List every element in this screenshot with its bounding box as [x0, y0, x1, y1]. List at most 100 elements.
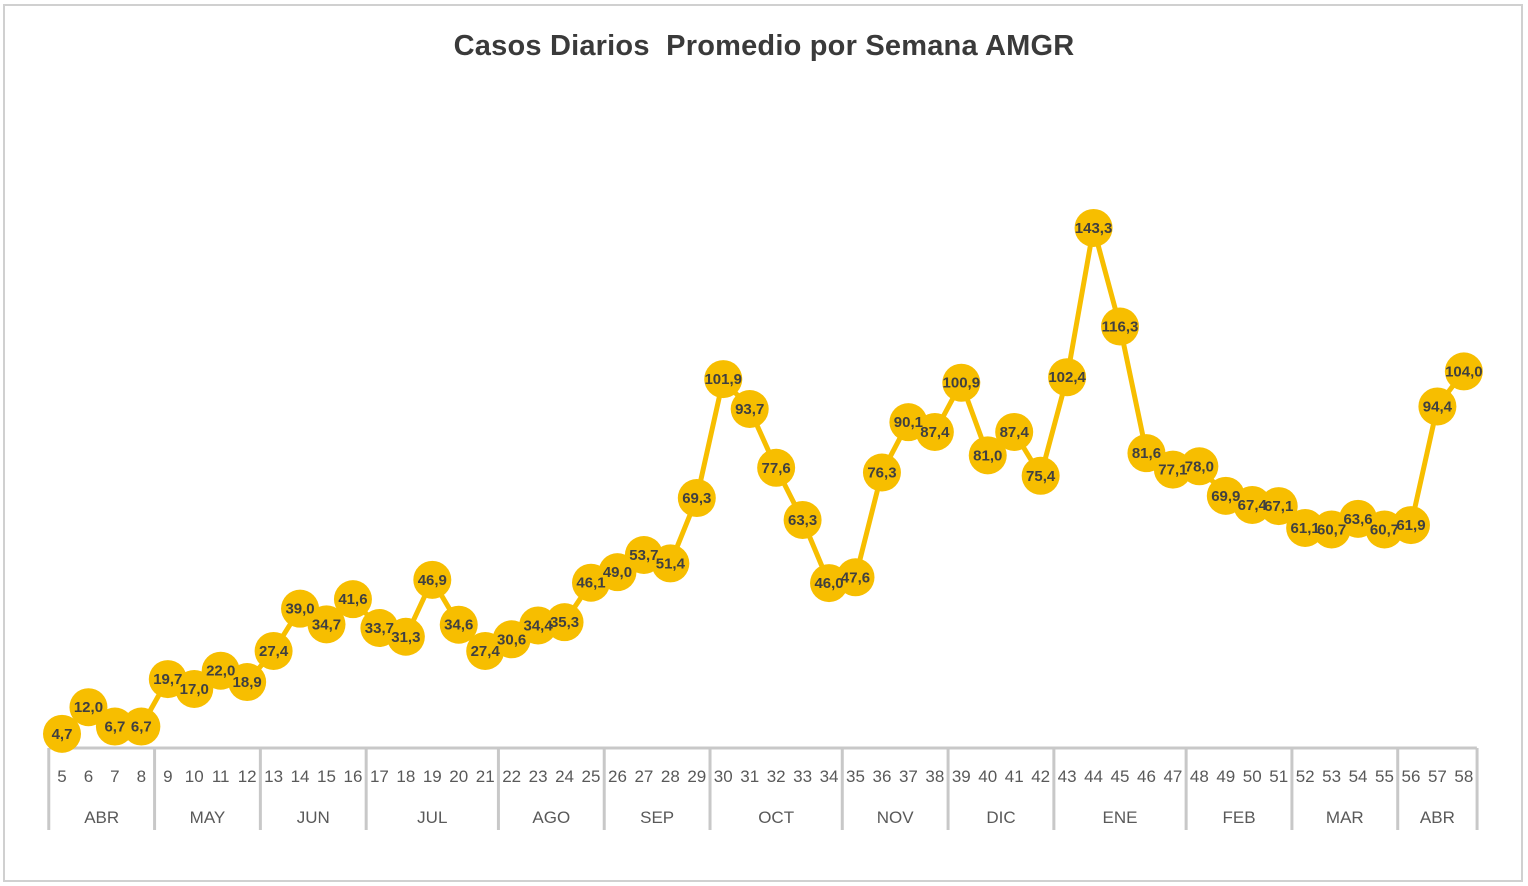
data-label: 22,0 — [206, 663, 235, 680]
data-label: 33,7 — [365, 620, 394, 637]
x-tick-label: 36 — [872, 767, 891, 786]
data-label: 18,9 — [233, 674, 262, 691]
x-tick-label: 28 — [661, 767, 680, 786]
month-label: ENE — [1103, 808, 1138, 827]
data-label: 78,0 — [1185, 458, 1214, 475]
data-point — [862, 453, 901, 492]
data-point — [122, 707, 161, 746]
data-label: 46,9 — [418, 572, 447, 589]
x-tick-label: 9 — [163, 767, 172, 786]
data-label: 102,4 — [1048, 369, 1086, 386]
data-point — [730, 389, 769, 428]
data-point — [1021, 456, 1060, 495]
data-label: 76,3 — [867, 465, 896, 482]
data-label: 41,6 — [338, 591, 367, 608]
data-label: 69,9 — [1211, 488, 1240, 505]
data-label: 61,1 — [1291, 520, 1320, 537]
x-tick-label: 52 — [1296, 767, 1315, 786]
x-tick-label: 31 — [740, 767, 759, 786]
data-label: 75,4 — [1026, 468, 1056, 485]
data-point — [307, 605, 346, 644]
data-label: 6,7 — [131, 719, 152, 736]
month-label: FEB — [1222, 808, 1255, 827]
data-label: 90,1 — [894, 414, 923, 431]
month-label: SEP — [640, 808, 674, 827]
month-label: AGO — [532, 808, 570, 827]
chart-title: Casos Diarios Promedio por Semana AMGR — [453, 30, 1075, 62]
data-label: 34,6 — [444, 617, 473, 634]
x-tick-label: 42 — [1031, 767, 1050, 786]
data-point — [1391, 506, 1430, 545]
x-tick-label: 34 — [820, 767, 839, 786]
data-point — [439, 605, 478, 644]
data-point — [95, 707, 134, 746]
x-tick-label: 26 — [608, 767, 627, 786]
data-label: 116,3 — [1102, 319, 1139, 336]
data-point — [413, 560, 452, 599]
month-label: NOV — [877, 808, 915, 827]
x-tick-label: 18 — [396, 767, 415, 786]
x-tick-label: 6 — [84, 767, 93, 786]
data-label: 53,7 — [629, 547, 658, 564]
data-label: 60,7 — [1370, 521, 1399, 538]
data-point — [757, 448, 796, 487]
data-label: 47,6 — [841, 569, 870, 586]
month-label: MAY — [190, 808, 226, 827]
data-label: 67,4 — [1238, 497, 1268, 514]
data-label: 46,1 — [576, 575, 605, 592]
data-label: 101,9 — [704, 371, 742, 388]
data-point — [1074, 208, 1113, 247]
x-tick-label: 15 — [317, 767, 336, 786]
x-tick-label: 33 — [793, 767, 812, 786]
month-label: ABR — [84, 808, 119, 827]
x-tick-label: 58 — [1454, 767, 1473, 786]
x-tick-label: 25 — [582, 767, 601, 786]
x-tick-label: 39 — [952, 767, 971, 786]
data-label: 6,7 — [104, 719, 125, 736]
x-tick-label: 10 — [185, 767, 204, 786]
x-tick-label: 56 — [1401, 767, 1420, 786]
data-label: 34,7 — [312, 616, 341, 633]
data-point — [386, 617, 425, 656]
x-tick-label: 27 — [634, 767, 653, 786]
data-point — [1444, 352, 1483, 391]
data-label: 31,3 — [391, 629, 420, 646]
x-tick-label: 40 — [978, 767, 997, 786]
x-tick-label: 12 — [238, 767, 257, 786]
data-label: 4,7 — [52, 726, 73, 743]
data-point — [1418, 387, 1457, 426]
x-tick-label: 5 — [57, 767, 66, 786]
data-point — [995, 412, 1034, 451]
x-tick-label: 8 — [137, 767, 146, 786]
data-label: 35,3 — [550, 614, 579, 631]
x-tick-label: 13 — [264, 767, 283, 786]
data-point — [333, 580, 372, 619]
x-tick-label: 48 — [1190, 767, 1209, 786]
x-tick-label: 30 — [714, 767, 733, 786]
data-labels: 4,712,06,7 6,719,717,022,018,927,439,034,… — [52, 220, 1483, 743]
data-label: 17,0 — [180, 681, 209, 698]
data-label: 143,3 — [1075, 220, 1113, 237]
data-point — [968, 436, 1007, 475]
x-tick-label: 50 — [1243, 767, 1262, 786]
x-tick-label: 44 — [1084, 767, 1103, 786]
data-label: 34,4 — [523, 617, 553, 634]
x-tick-label: 17 — [370, 767, 389, 786]
data-label: 87,4 — [1000, 424, 1030, 441]
x-tick-label: 24 — [555, 767, 574, 786]
data-point — [783, 500, 822, 539]
x-tick-label: 43 — [1058, 767, 1077, 786]
data-label: 27,4 — [259, 643, 289, 660]
month-label: OCT — [758, 808, 794, 827]
data-label: 67,1 — [1264, 498, 1293, 515]
data-point — [704, 360, 743, 399]
data-label: 49,0 — [603, 564, 632, 581]
x-tick-label: 57 — [1428, 767, 1447, 786]
x-tick-label: 47 — [1163, 767, 1182, 786]
data-point — [254, 631, 293, 670]
x-tick-label: 7 — [110, 767, 119, 786]
month-label: DIC — [986, 808, 1015, 827]
month-label: ABR — [1420, 808, 1455, 827]
data-point — [651, 544, 690, 583]
x-tick-label: 51 — [1269, 767, 1288, 786]
